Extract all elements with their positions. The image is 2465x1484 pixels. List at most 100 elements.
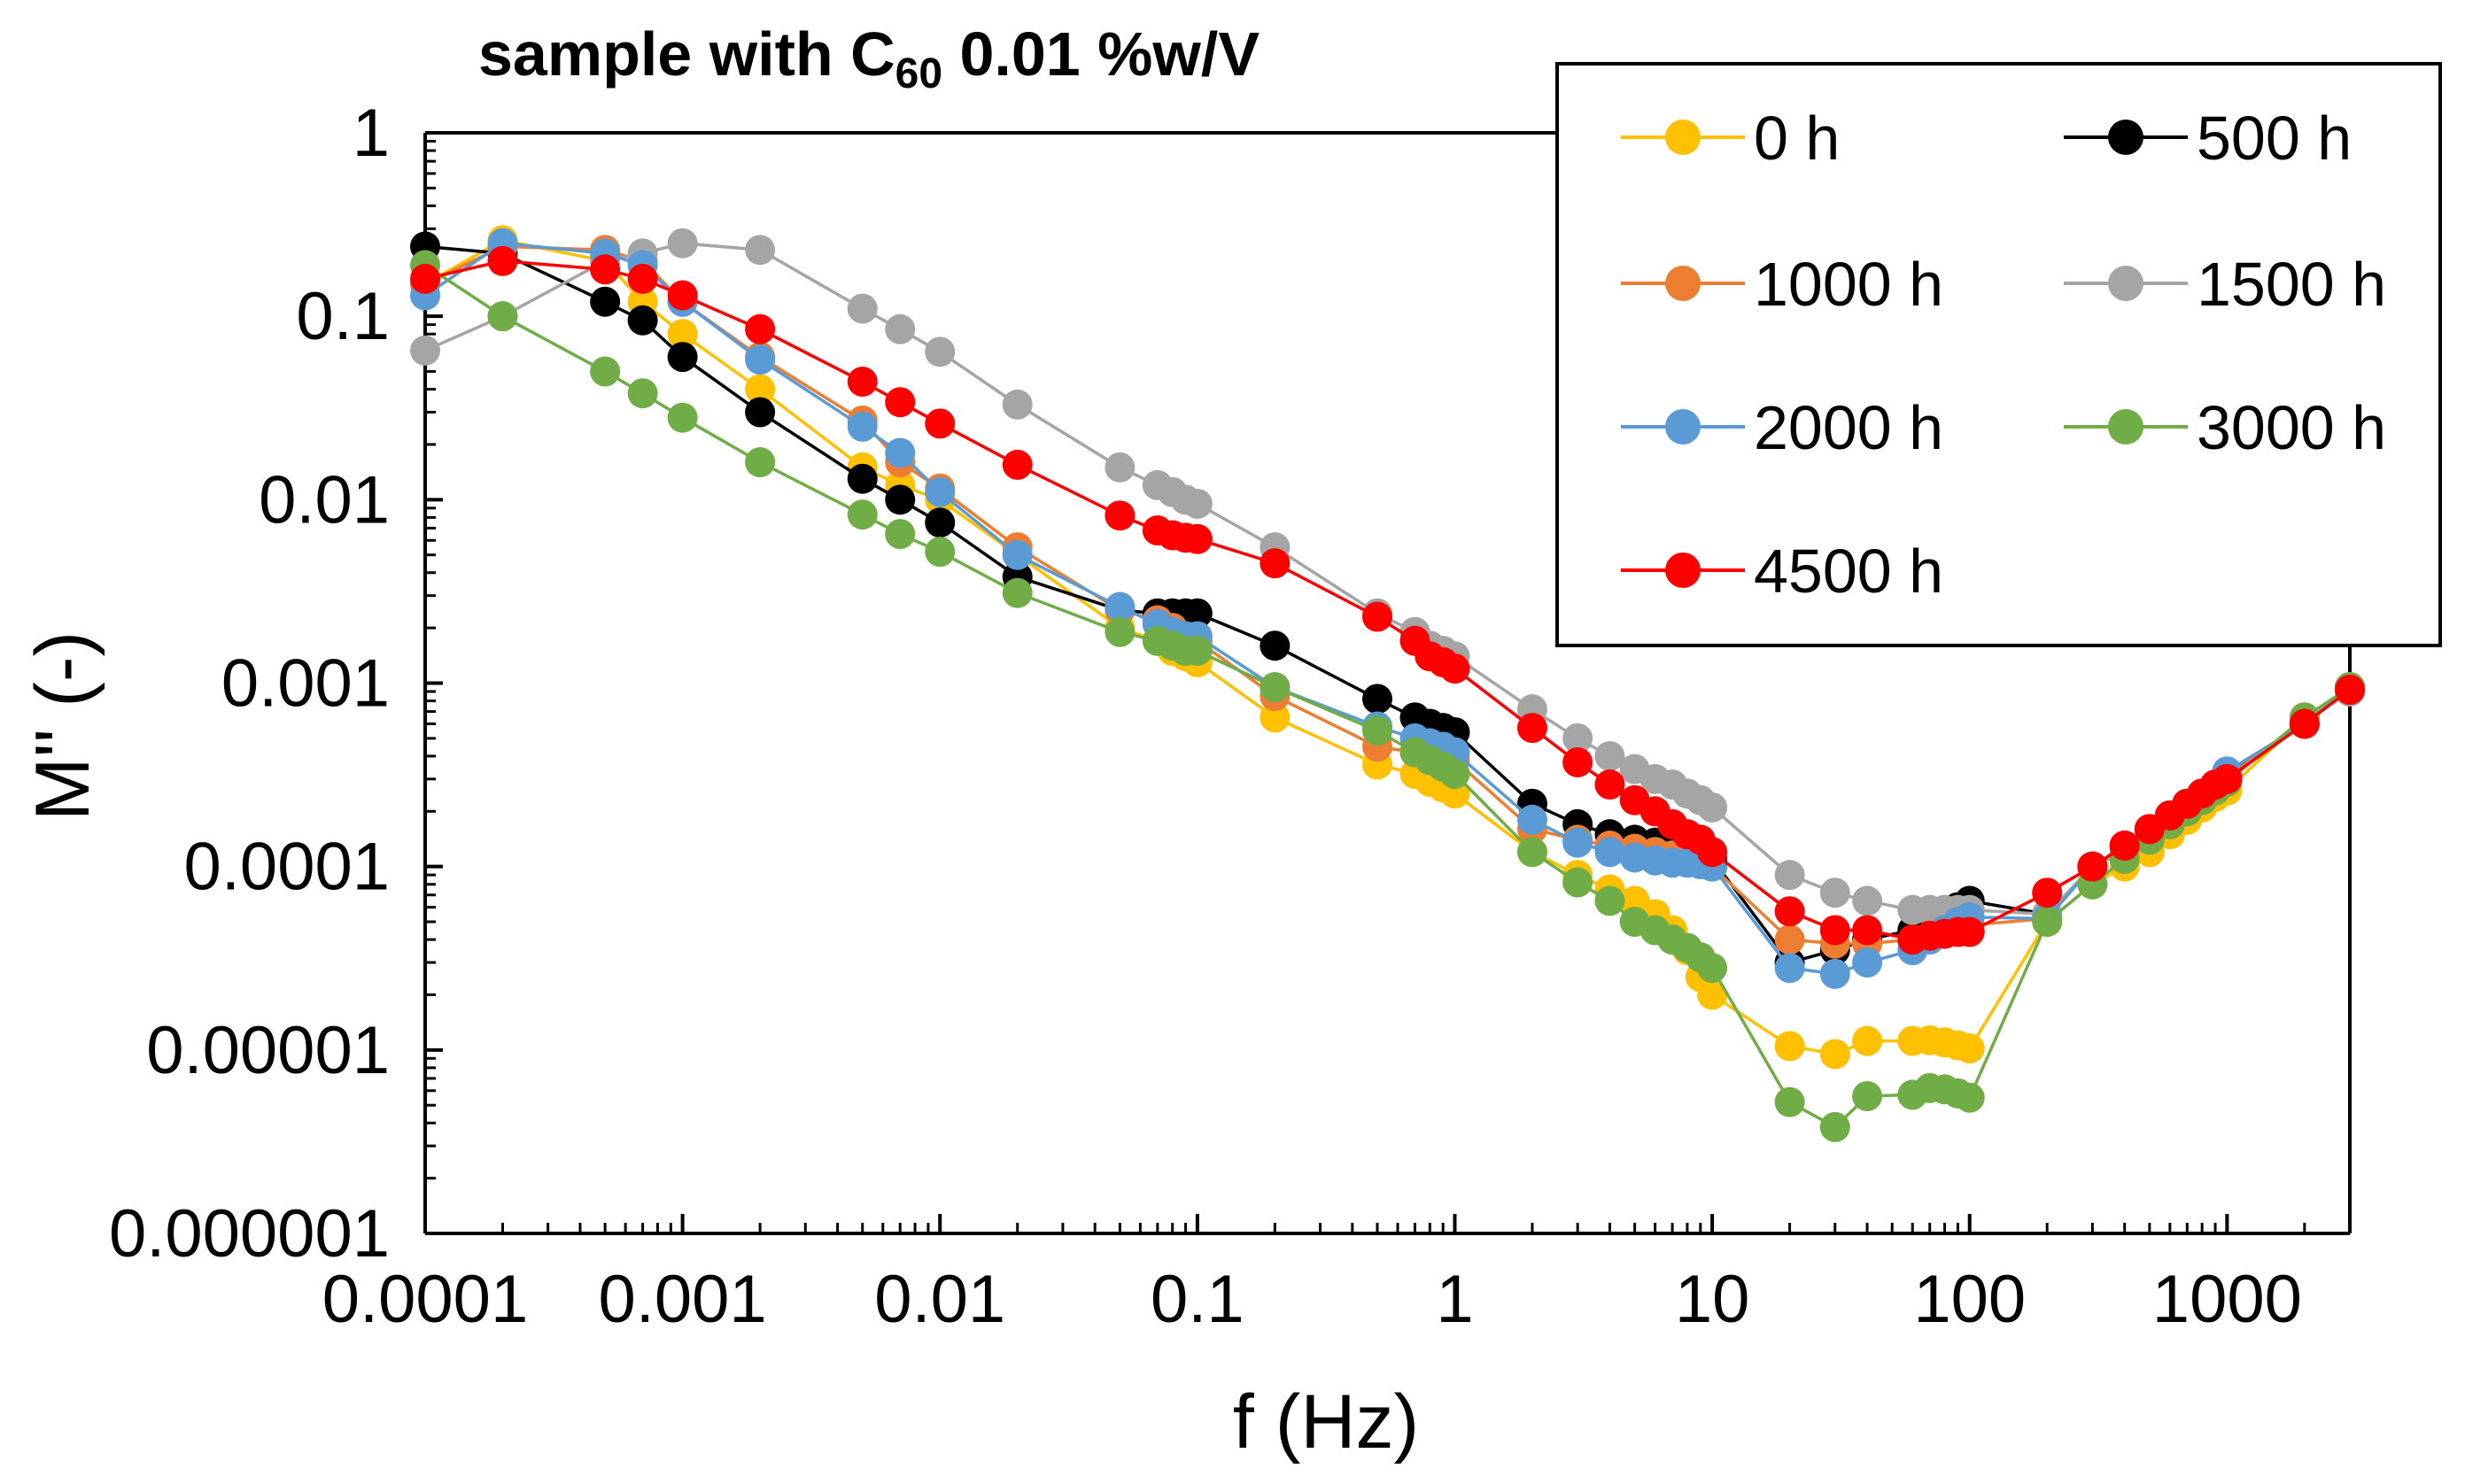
legend-label: 3000 h [2197, 393, 2386, 462]
data-point [1105, 452, 1136, 483]
data-point [745, 447, 776, 478]
data-point [885, 484, 916, 515]
data-point [590, 286, 621, 317]
data-point [1182, 636, 1213, 667]
data-point [1819, 915, 1850, 946]
x-tick-label: 0.1 [1151, 1262, 1244, 1337]
data-point [627, 378, 658, 409]
data-point [1516, 804, 1547, 835]
data-point [1774, 953, 1805, 984]
series-4500-h [410, 245, 2365, 955]
legend-marker [1665, 409, 1701, 444]
x-tick-label: 0.01 [874, 1262, 1005, 1337]
data-point [1361, 684, 1392, 715]
data-point [1852, 915, 1883, 946]
legend-box [1555, 62, 2442, 647]
data-point [1774, 860, 1805, 891]
data-point [1954, 916, 1985, 947]
data-point [1105, 616, 1136, 647]
data-point [1819, 877, 1850, 908]
data-point [667, 228, 698, 259]
data-point [1852, 1025, 1883, 1056]
data-point [1361, 601, 1392, 632]
data-point [410, 263, 440, 294]
legend-label: 500 h [2197, 104, 2352, 173]
legend-marker [2108, 409, 2143, 444]
legend-entry: 4500 h [1621, 537, 1943, 606]
data-point [667, 280, 698, 311]
legend-marker [1665, 266, 1701, 301]
data-point [2335, 675, 2365, 706]
data-point [1516, 837, 1547, 868]
data-point [1260, 702, 1291, 733]
data-point [885, 437, 916, 468]
data-point [2077, 851, 2108, 882]
data-point [1852, 947, 1883, 978]
data-point [1260, 672, 1291, 703]
data-point [487, 245, 518, 276]
data-point [1516, 713, 1547, 744]
data-point [925, 336, 956, 367]
x-tick-label: 0.0001 [322, 1262, 528, 1337]
data-point [1774, 896, 1805, 927]
data-point [1105, 591, 1136, 622]
data-point [410, 335, 440, 366]
chart-title-subscript: 60 [895, 50, 942, 97]
x-tick-label: 1 [1436, 1262, 1473, 1337]
data-point [745, 344, 776, 375]
x-tick-label: 10 [1675, 1262, 1750, 1337]
data-point [745, 313, 776, 344]
legend-marker [1665, 553, 1701, 588]
data-point [1594, 740, 1625, 771]
data-point [1819, 958, 1850, 989]
data-point [1697, 792, 1728, 823]
y-tick-label: 0.00001 [146, 1013, 390, 1088]
data-point [667, 402, 698, 433]
data-point [1954, 1033, 1985, 1064]
legend-marker [1665, 120, 1701, 155]
data-point [1002, 577, 1033, 608]
data-point [2289, 708, 2320, 739]
data-point [1697, 953, 1728, 984]
y-axis: 1 0.1 0.01 0.001 0.0001 0.00001 0.000001 [109, 96, 443, 1271]
data-point [1182, 598, 1213, 629]
data-point [1562, 746, 1593, 777]
y-axis-title: M'' (-) [20, 631, 105, 821]
chart-title-suffix: 0.01 %w/V [942, 19, 1260, 89]
x-axis-title: f (Hz) [1233, 1380, 1419, 1465]
data-point [1182, 488, 1213, 519]
data-point [847, 499, 878, 530]
data-point [1002, 389, 1033, 420]
data-point [1361, 715, 1392, 746]
data-point [667, 342, 698, 373]
data-point [1562, 867, 1593, 898]
x-axis: 0.0001 0.001 0.01 0.1 1 10 100 1000 [322, 1214, 2352, 1337]
data-point [925, 507, 956, 538]
data-point [745, 235, 776, 266]
data-point [925, 476, 956, 507]
x-tick-label: 100 [1913, 1262, 2026, 1337]
data-point [1852, 885, 1883, 916]
legend: 0 h 500 h 1000 h 1500 h 2000 h 3000 h 4500 h [1555, 62, 2442, 647]
data-point [1954, 1082, 1985, 1113]
series-layer [410, 225, 2365, 1142]
legend-label: 1000 h [1754, 250, 1943, 319]
data-point [1819, 1039, 1850, 1070]
x-tick-label: 1000 [2152, 1262, 2302, 1337]
data-point [2212, 763, 2243, 794]
data-point [2109, 831, 2140, 862]
data-point [627, 263, 658, 294]
data-point [1562, 723, 1593, 754]
legend-label: 4500 h [1754, 537, 1943, 606]
data-point [1439, 653, 1470, 684]
data-point [1594, 769, 1625, 800]
y-tick-label: 1 [353, 96, 390, 171]
data-point [925, 537, 956, 568]
data-point [925, 408, 956, 439]
legend-entry: 1500 h [2064, 250, 2386, 319]
data-point [2032, 877, 2063, 908]
data-point [1002, 539, 1033, 570]
data-point [847, 411, 878, 442]
x-tick-label: 0.001 [599, 1262, 767, 1337]
